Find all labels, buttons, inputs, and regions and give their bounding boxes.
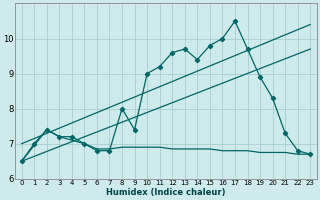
X-axis label: Humidex (Indice chaleur): Humidex (Indice chaleur)	[106, 188, 226, 197]
